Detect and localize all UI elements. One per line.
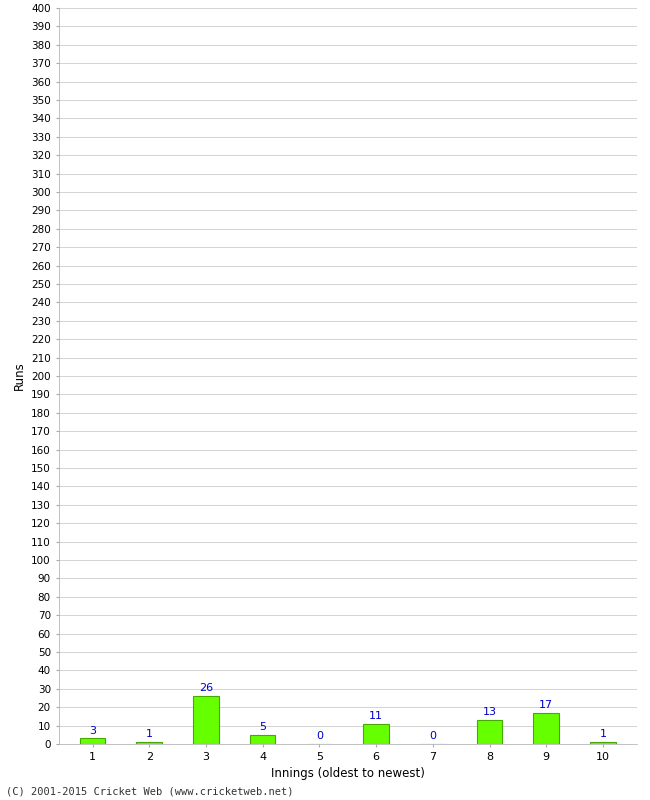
Bar (477, 720, 502, 744)
Text: 11: 11 (369, 711, 383, 721)
Text: 3: 3 (89, 726, 96, 736)
Text: 1: 1 (599, 730, 606, 739)
Bar (250, 734, 276, 744)
Text: 5: 5 (259, 722, 266, 732)
Text: 26: 26 (199, 683, 213, 694)
Bar (136, 742, 162, 744)
Bar (590, 742, 616, 744)
Text: 0: 0 (429, 731, 436, 742)
Text: 17: 17 (540, 700, 553, 710)
Y-axis label: Runs: Runs (12, 362, 25, 390)
Text: (C) 2001-2015 Cricket Web (www.cricketweb.net): (C) 2001-2015 Cricket Web (www.cricketwe… (6, 786, 294, 796)
Text: 1: 1 (146, 730, 153, 739)
Bar (193, 696, 218, 744)
Text: 13: 13 (482, 707, 497, 718)
Bar (534, 713, 559, 744)
Bar (363, 724, 389, 744)
Bar (80, 738, 105, 744)
X-axis label: Innings (oldest to newest): Innings (oldest to newest) (271, 767, 424, 780)
Text: 0: 0 (316, 731, 323, 742)
